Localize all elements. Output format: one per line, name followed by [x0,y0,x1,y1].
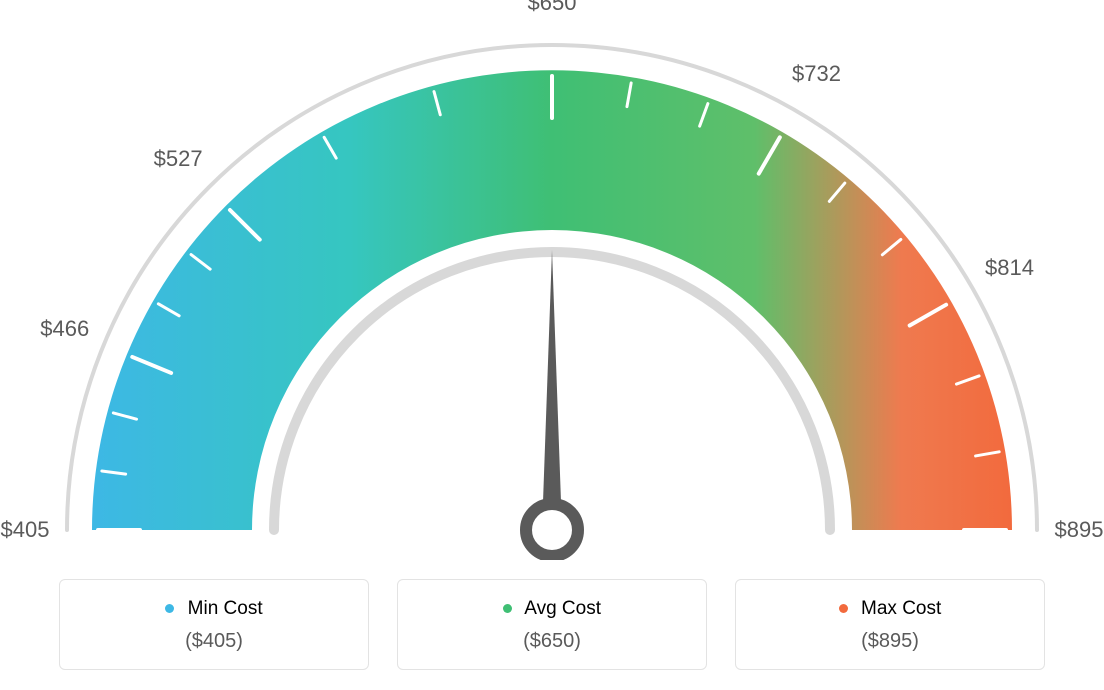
legend-value-avg: ($650) [408,630,696,653]
gauge-tick-label: $895 [1055,517,1104,543]
legend-card-avg: Avg Cost ($650) [397,579,707,670]
gauge-tick-label: $405 [1,517,50,543]
legend-value-max: ($895) [746,630,1034,653]
gauge-tick-label: $527 [154,146,203,172]
gauge-tick-label: $732 [792,61,841,87]
cost-gauge: $405 $466 $527 $650 $732 $814 $895 [0,0,1104,560]
legend-label-max: Max Cost [861,598,941,619]
gauge-tick-label: $466 [40,316,89,342]
legend-value-min: ($405) [70,630,358,653]
legend-title-avg: Avg Cost [408,598,696,620]
legend-card-min: Min Cost ($405) [59,579,369,670]
legend-card-max: Max Cost ($895) [735,579,1045,670]
gauge-tick-label: $814 [985,255,1034,281]
legend-title-max: Max Cost [746,598,1034,620]
legend-dot-min [165,604,174,613]
legend-title-min: Min Cost [70,598,358,620]
legend-dot-avg [503,604,512,613]
gauge-tick-label: $650 [528,0,577,16]
gauge-svg [0,0,1104,560]
legend-label-avg: Avg Cost [524,598,601,619]
legend-row: Min Cost ($405) Avg Cost ($650) Max Cost… [0,579,1104,670]
legend-label-min: Min Cost [188,598,263,619]
legend-dot-max [839,604,848,613]
